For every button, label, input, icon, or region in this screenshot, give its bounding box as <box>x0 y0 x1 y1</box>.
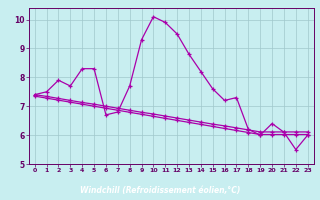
Text: Windchill (Refroidissement éolien,°C): Windchill (Refroidissement éolien,°C) <box>80 186 240 194</box>
